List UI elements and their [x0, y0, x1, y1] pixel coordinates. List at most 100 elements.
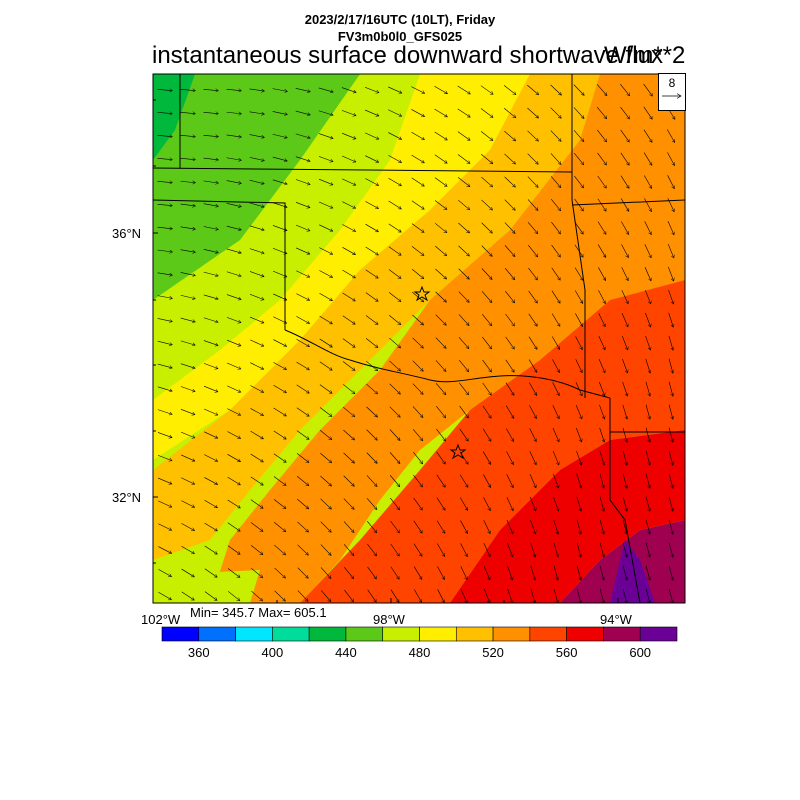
wind-arrow [599, 427, 605, 442]
city-markers [413, 285, 467, 460]
wind-arrow [529, 405, 536, 418]
colorbar-cell [419, 626, 457, 642]
colorbar-cell [603, 626, 641, 642]
wind-arrow [528, 290, 538, 303]
wind-arrow [226, 339, 241, 346]
wind-arrow [458, 314, 469, 325]
wind-arrow [457, 108, 470, 117]
wind-arrow [390, 543, 400, 556]
wind-arrow [296, 476, 309, 485]
wind-arrow [436, 428, 445, 441]
colorbar-label: 400 [261, 645, 284, 660]
wind-arrow [250, 476, 263, 485]
lon-label-102w: 102°W [141, 612, 181, 627]
wind-arrow [158, 546, 171, 554]
wind-arrow [504, 245, 515, 256]
wind-arrow [227, 522, 240, 531]
wind-arrow [203, 158, 219, 160]
wind-arrow [530, 542, 536, 557]
wind-arrow [203, 363, 218, 368]
wind-arrow [668, 335, 673, 350]
wind-arrow [622, 404, 627, 419]
wind-arrow [180, 158, 196, 159]
wind-arrow [480, 85, 493, 95]
wind-arrow [203, 89, 219, 90]
wind-arrow [367, 566, 377, 579]
wind-arrow [620, 106, 629, 119]
wind-arrow [483, 588, 489, 603]
wind-arrow [204, 454, 217, 462]
wind-arrow [459, 474, 469, 488]
wind-arrow [203, 249, 219, 252]
wind-arrow [506, 474, 514, 487]
wind-arrow [181, 591, 195, 600]
wind-arrow [596, 107, 607, 119]
wind-arrow [180, 135, 196, 136]
wind-arrow [459, 428, 469, 441]
wind-arrow [458, 222, 469, 233]
wind-arrow [389, 360, 400, 371]
wind-arrow [388, 86, 402, 93]
wind-arrow [274, 521, 286, 532]
wind-arrow [227, 476, 241, 486]
wind-arrow [529, 428, 537, 441]
wind-arrow [273, 476, 286, 486]
wind-arrow [344, 589, 353, 602]
wind-arrow [667, 221, 674, 235]
model-name: FV3m0b0l0_GFS025 [337, 29, 463, 44]
wind-arrow [319, 201, 333, 208]
wind-arrow [622, 496, 627, 511]
wind-arrow [483, 474, 490, 487]
wind-arrow [621, 312, 628, 327]
wind-arrow [504, 176, 516, 187]
wind-arrow [435, 360, 446, 371]
wind-arrow [319, 247, 332, 255]
wind-arrow [480, 108, 493, 118]
wind-arrow [457, 131, 470, 141]
arkansas-border [571, 199, 686, 206]
oklahoma-kansas-border [152, 167, 573, 173]
wind-arrow [435, 268, 446, 279]
wind-arrow [644, 244, 651, 258]
wind-arrow [436, 497, 445, 511]
wind-arrow [530, 519, 535, 534]
wind-arrow [203, 317, 218, 323]
wind-arrow [527, 130, 539, 141]
wind-arrow [597, 198, 606, 211]
wind-arrow [367, 543, 376, 556]
wind-arrow [529, 496, 536, 511]
wind-arrow [576, 565, 581, 580]
wind-arrow [644, 267, 651, 281]
wind-arrow [365, 338, 378, 347]
colorbar-label: 600 [629, 645, 652, 660]
wind-arrow [574, 175, 583, 188]
wind-arrow [180, 203, 196, 206]
wind-arrow [181, 568, 195, 578]
wind-arrow [389, 383, 401, 394]
wind-arrow [622, 588, 627, 603]
colorbar-cell [161, 626, 200, 642]
wind-arrow [457, 154, 470, 163]
wind-arrow [412, 360, 424, 372]
wind-arrow [389, 452, 400, 463]
wind-arrow [598, 336, 605, 350]
wind-arrow [364, 86, 379, 92]
wind-arrow [412, 406, 423, 417]
wind-arrow [320, 452, 331, 463]
wind-arrow [458, 245, 470, 256]
wind-arrow [527, 199, 538, 210]
wind-arrow [296, 316, 309, 323]
wind-arrow [480, 131, 493, 140]
wind-arrow [506, 428, 513, 441]
wind-arrow [319, 224, 333, 231]
wind-arrow [227, 545, 240, 555]
wind-arrow [504, 108, 516, 118]
wind-arrow [504, 268, 515, 279]
wind-arrow [343, 498, 354, 510]
wind-arrow [226, 157, 242, 161]
wind-arrow [666, 129, 675, 143]
wind-reference-box: 8 [658, 73, 686, 111]
wind-arrow [622, 427, 627, 442]
wind-arrow [343, 429, 354, 440]
